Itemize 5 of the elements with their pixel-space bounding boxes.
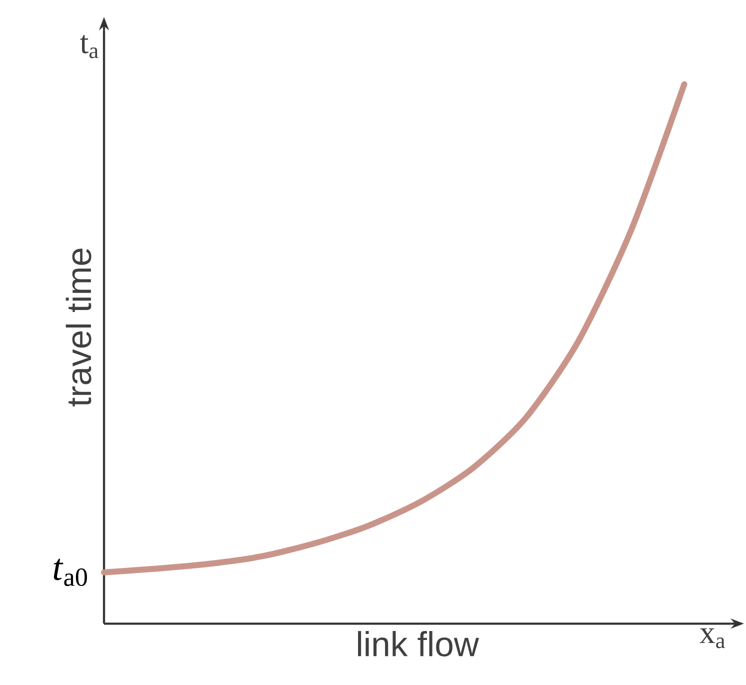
x-axis-title: link flow xyxy=(358,631,480,656)
text: t$_{a}$ xyxy=(80,35,98,58)
text: t$_{a0}$ xyxy=(54,558,87,586)
y-axis-title: travel time xyxy=(66,248,92,406)
text: x$_{a}$ xyxy=(700,628,725,648)
